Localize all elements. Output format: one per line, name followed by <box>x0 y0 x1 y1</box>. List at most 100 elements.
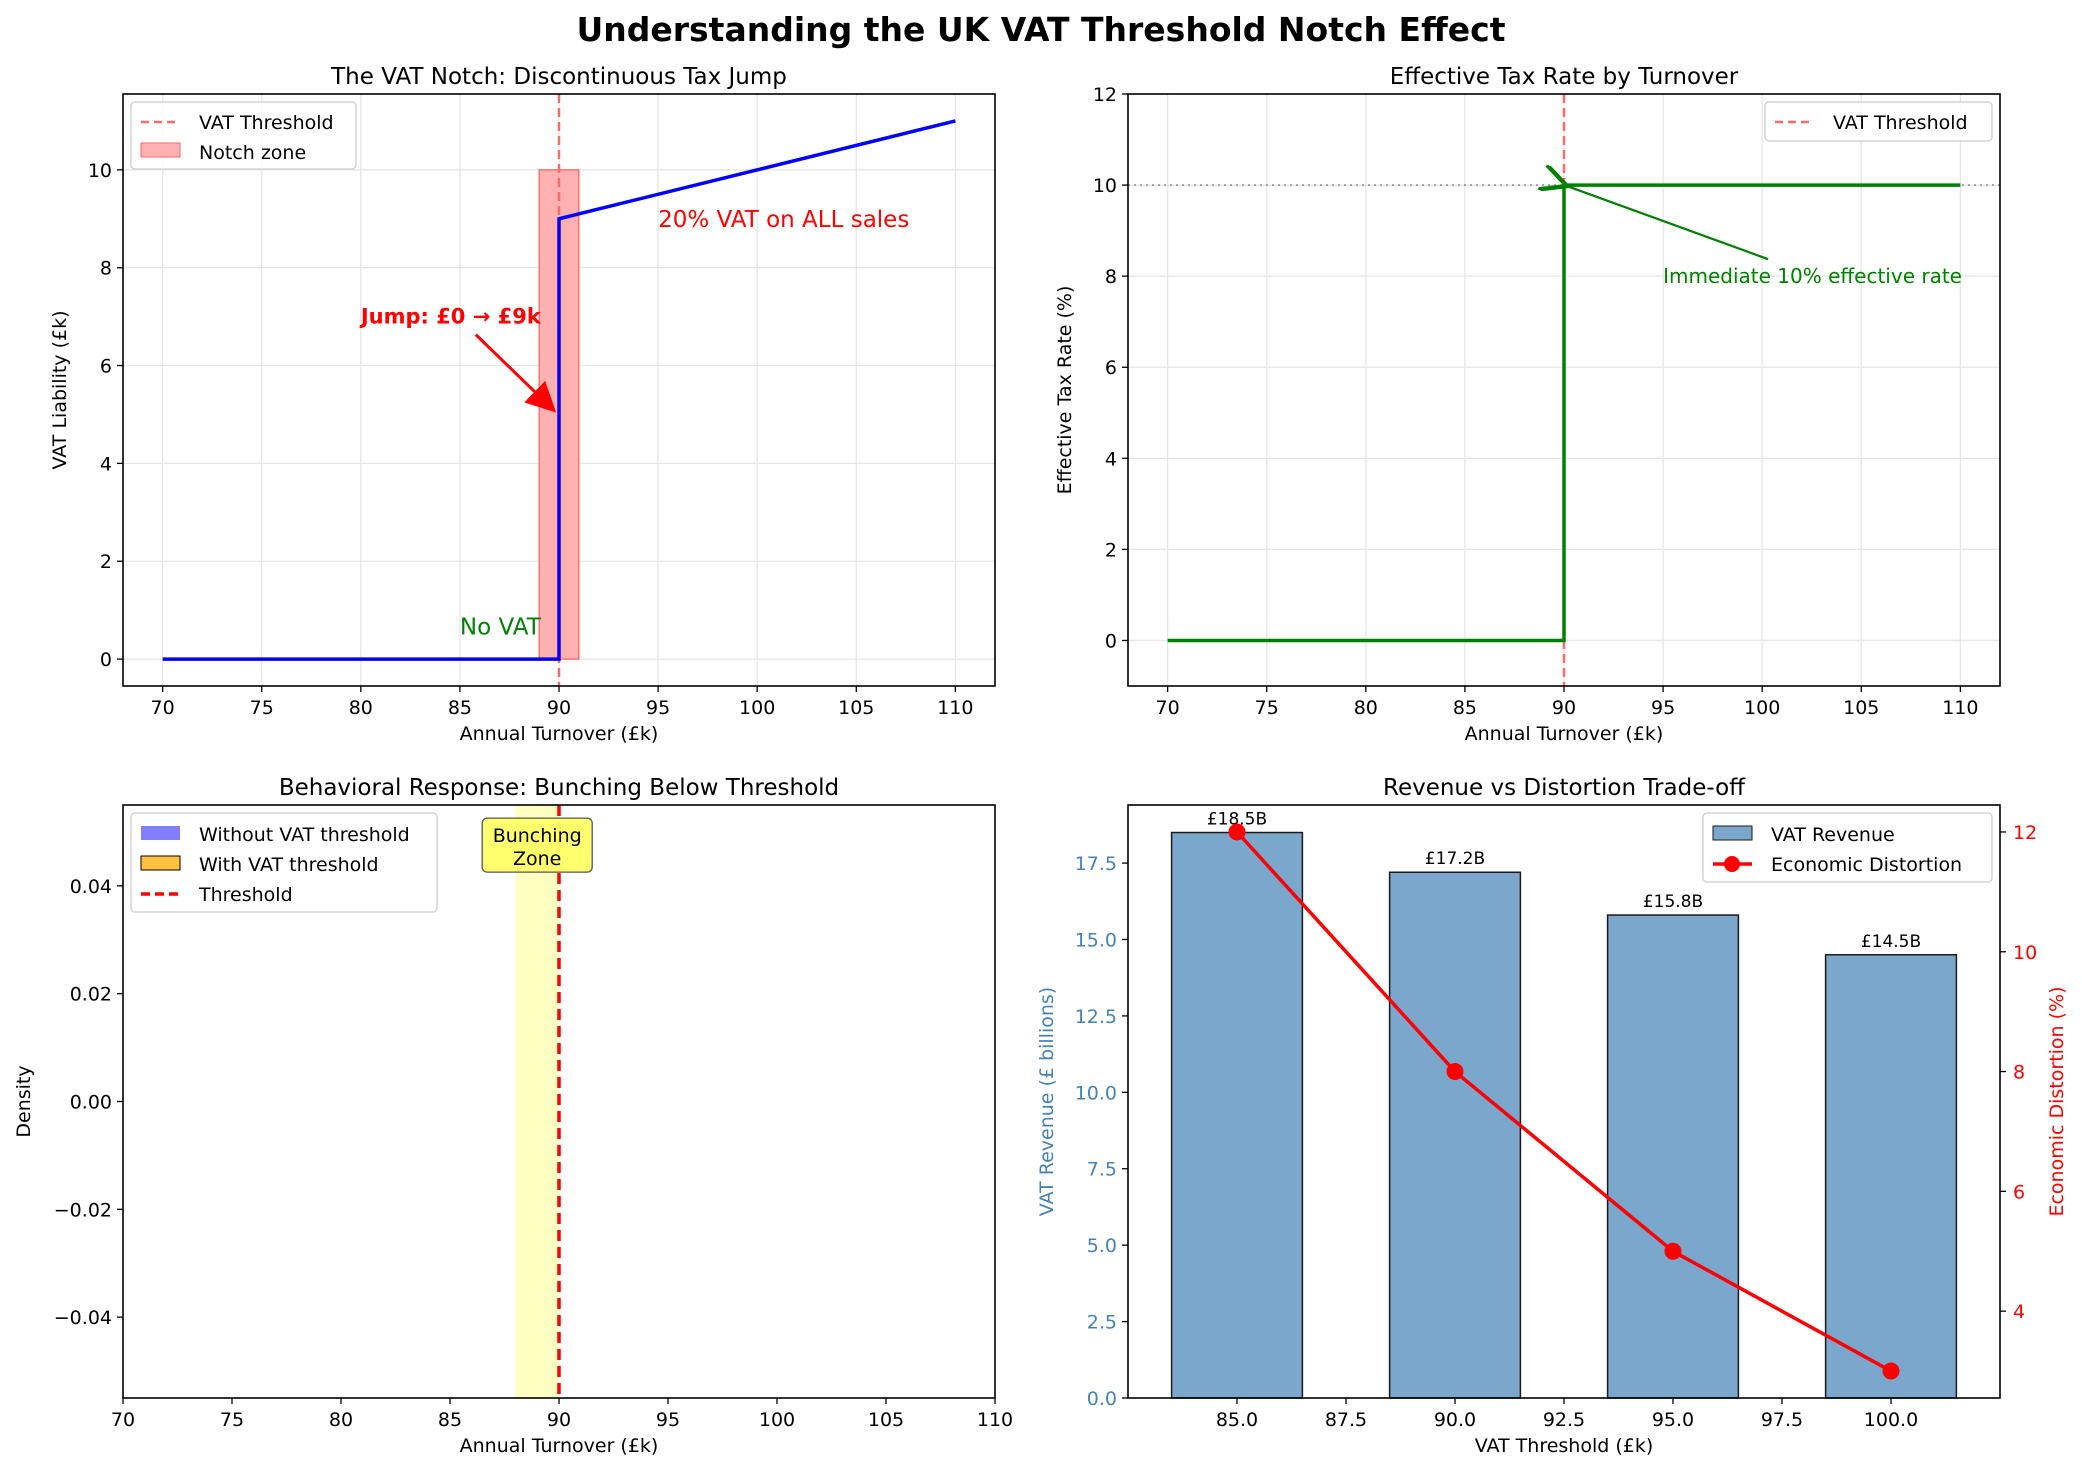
y-axis-label: VAT Liability (£k) <box>49 310 71 469</box>
no-vat-annotation: No VAT <box>460 615 542 641</box>
y-tick-label: 8 <box>100 258 112 280</box>
legend-label: Notch zone <box>199 142 306 164</box>
y-tick-label: 10.0 <box>1075 1082 1117 1104</box>
x-tick-label: 95.0 <box>1652 1409 1694 1431</box>
x-tick-label: 92.5 <box>1543 1409 1585 1431</box>
effective-rate-annotation: Immediate 10% effective rate <box>1663 264 1962 288</box>
x-axis-label: VAT Threshold (£k) <box>1475 1435 1654 1457</box>
y-tick-label: 5.0 <box>1087 1235 1117 1257</box>
x-tick-label: 110 <box>937 697 973 719</box>
distortion-point <box>1228 823 1246 841</box>
legend-label: VAT Revenue <box>1771 824 1895 846</box>
y-tick-label: 2 <box>100 551 112 573</box>
x-tick-label: 100.0 <box>1864 1409 1918 1431</box>
y-tick-label: 12.5 <box>1075 1006 1117 1028</box>
x-tick-label: 75 <box>1255 697 1279 719</box>
y-axis-label: Density <box>13 1065 35 1137</box>
x-tick-label: 105 <box>868 1409 904 1431</box>
revenue-bar-label: £17.2B <box>1425 849 1485 869</box>
effective-rate-arrow <box>1567 186 1769 261</box>
y-right-tick-label: 6 <box>2013 1181 2025 1203</box>
y-tick-label: 4 <box>1105 448 1117 470</box>
x-tick-label: 85.0 <box>1216 1409 1258 1431</box>
x-tick-label: 80 <box>349 697 373 719</box>
chart-title: Effective Tax Rate by Turnover <box>1390 64 1739 90</box>
x-tick-label: 105 <box>1843 697 1879 719</box>
y-tick-label: 12 <box>1093 84 1117 106</box>
y-tick-label: −0.04 <box>54 1307 112 1329</box>
effective-rate-line <box>1167 183 1961 643</box>
y-right-tick-label: 8 <box>2013 1062 2025 1084</box>
distortion-line <box>1235 830 1892 1373</box>
x-tick-label: 97.5 <box>1761 1409 1803 1431</box>
revenue-bar-label: £18.5B <box>1207 810 1267 830</box>
legend-with-swatch <box>140 855 181 871</box>
y-tick-label: 6 <box>100 356 112 378</box>
x-tick-label: 80 <box>329 1409 353 1431</box>
x-tick-label: 95 <box>646 697 670 719</box>
chart-title: Behavioral Response: Bunching Below Thre… <box>279 775 839 801</box>
x-tick-label: 95 <box>1651 697 1675 719</box>
x-tick-label: 90 <box>547 1409 571 1431</box>
x-tick-label: 110 <box>1942 697 1978 719</box>
all-sales-annotation: 20% VAT on ALL sales <box>658 207 909 233</box>
chart-title: The VAT Notch: Discontinuous Tax Jump <box>330 64 787 90</box>
x-tick-label: 70 <box>111 1409 135 1431</box>
y-right-tick-label: 4 <box>2013 1301 2025 1323</box>
legend-label: Economic Distortion <box>1771 854 1962 876</box>
legend-box <box>1702 812 1993 883</box>
y-right-tick-label: 12 <box>2013 822 2037 844</box>
y-tick-label: 15.0 <box>1075 929 1117 951</box>
y-tick-label: 0.00 <box>70 1092 112 1114</box>
x-tick-label: 90 <box>1552 697 1576 719</box>
legend-box <box>130 101 357 170</box>
revenue-bar <box>1824 954 1958 1399</box>
y-tick-label: 10 <box>1093 175 1117 197</box>
bunching-label-line2: Zone <box>513 848 561 870</box>
x-tick-label: 75 <box>220 1409 244 1431</box>
y-tick-label: 0 <box>100 649 112 671</box>
x-tick-label: 87.5 <box>1325 1409 1367 1431</box>
revenue-bar <box>1606 914 1740 1399</box>
legend-label: VAT Threshold <box>1833 112 1968 134</box>
y-tick-label: 2 <box>1105 539 1117 561</box>
y-tick-label: 0.04 <box>70 876 112 898</box>
legend-box <box>1764 101 1993 142</box>
legend-box <box>130 812 438 913</box>
legend-notch-swatch <box>140 142 181 158</box>
x-tick-label: 100 <box>1744 697 1780 719</box>
bunching-label-line1: Bunching <box>493 825 582 847</box>
x-axis-label: Annual Turnover (£k) <box>1465 723 1664 745</box>
x-axis-label: Annual Turnover (£k) <box>460 723 659 745</box>
distortion-point <box>1664 1242 1682 1260</box>
legend-distortion-marker <box>1724 856 1740 872</box>
y-tick-label: 0.02 <box>70 984 112 1006</box>
vat-liability-line <box>162 119 956 661</box>
y-tick-label: 17.5 <box>1075 853 1117 875</box>
x-tick-label: 100 <box>759 1409 795 1431</box>
y-tick-label: 2.5 <box>1087 1312 1117 1334</box>
x-tick-label: 90.0 <box>1434 1409 1476 1431</box>
legend-label: With VAT threshold <box>199 854 379 876</box>
x-tick-label: 85 <box>448 697 472 719</box>
y-tick-label: 4 <box>100 453 112 475</box>
legend-label: VAT Threshold <box>199 112 334 134</box>
y-tick-label: 0 <box>1105 630 1117 652</box>
chart-title: Revenue vs Distortion Trade-off <box>1383 775 1746 801</box>
x-tick-label: 75 <box>250 697 274 719</box>
x-tick-label: 110 <box>977 1409 1013 1431</box>
x-tick-label: 105 <box>838 697 874 719</box>
revenue-bar <box>1170 831 1304 1399</box>
x-tick-label: 85 <box>1453 697 1477 719</box>
distortion-point <box>1446 1063 1464 1081</box>
y-axis-label: VAT Revenue (£ billions) <box>1036 987 1058 1216</box>
y-tick-label: −0.02 <box>54 1199 112 1221</box>
x-tick-label: 85 <box>438 1409 462 1431</box>
x-tick-label: 90 <box>547 697 571 719</box>
y-tick-label: 10 <box>88 160 112 182</box>
revenue-bar <box>1388 871 1522 1399</box>
y-tick-label: 8 <box>1105 266 1117 288</box>
